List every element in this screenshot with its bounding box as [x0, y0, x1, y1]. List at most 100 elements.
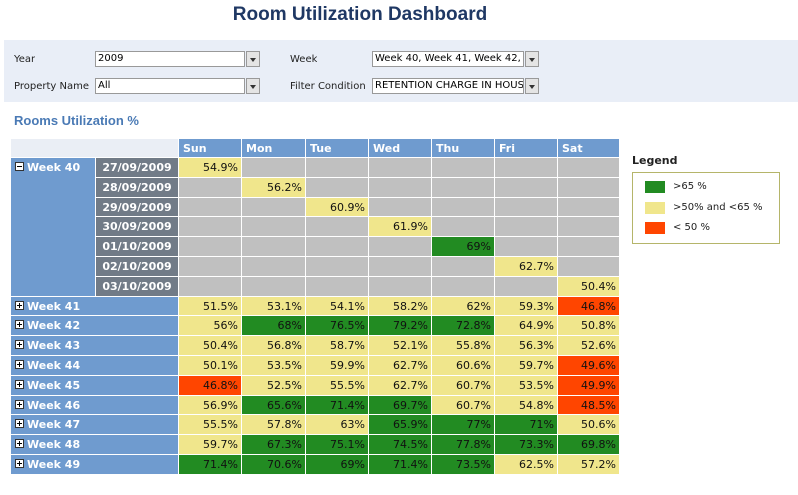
value-cell: 73.5% — [432, 455, 495, 475]
empty-cell — [179, 257, 242, 277]
title: Room Utilization Dashboard — [232, 4, 488, 25]
empty-cell — [242, 276, 306, 297]
legend-label: >65 % — [673, 181, 707, 192]
empty-cell — [495, 217, 558, 238]
value-cell: 62.5% — [495, 455, 558, 475]
filter-label: Filter Condition — [290, 81, 366, 92]
expand-icon[interactable] — [15, 320, 24, 330]
value-cell: 50.4% — [558, 276, 620, 297]
expand-icon[interactable] — [15, 459, 24, 468]
collapse-icon[interactable] — [15, 162, 24, 171]
value-cell: 52.5% — [242, 375, 306, 396]
expand-icon[interactable] — [15, 340, 24, 350]
expand-icon[interactable] — [15, 419, 24, 429]
value-cell: 55.5% — [306, 375, 369, 396]
empty-cell — [242, 217, 306, 238]
empty-cell — [495, 158, 558, 178]
date-cell: 02/10/2009 — [96, 257, 179, 277]
value-cell: 56% — [179, 316, 242, 337]
value-cell: 51.5% — [179, 296, 242, 317]
date-cell: 27/09/2009 — [96, 158, 179, 178]
dropdown-arrow — [250, 58, 256, 62]
value-cell: 57.2% — [558, 455, 620, 475]
value-cell: 58.2% — [369, 296, 432, 317]
empty-cell — [369, 257, 432, 277]
empty-cell — [432, 276, 495, 297]
empty-cell — [558, 197, 620, 218]
value-cell: 59.7% — [179, 435, 242, 455]
value-cell: 56.3% — [495, 336, 558, 356]
value-cell: 73.3% — [495, 435, 558, 455]
week-cell: Week 40 — [11, 158, 96, 297]
week-cell: Week 49 — [11, 455, 179, 475]
value-cell: 60.7% — [432, 395, 495, 416]
value-cell: 46.8% — [558, 296, 620, 317]
legend-swatch — [645, 181, 665, 193]
week-cell: Week 43 — [11, 336, 179, 356]
expand-icon[interactable] — [15, 379, 24, 389]
empty-cell — [179, 197, 242, 218]
value-cell: 59.3% — [495, 296, 558, 317]
value-cell: 56.8% — [242, 336, 306, 356]
expand-icon[interactable] — [15, 300, 24, 310]
value-cell: 63% — [306, 415, 369, 436]
empty-cell — [432, 197, 495, 218]
value-cell: 69% — [432, 237, 495, 257]
value-cell: 65.9% — [369, 415, 432, 436]
value-cell: 61.9% — [369, 217, 432, 238]
value-cell: 57.8% — [242, 415, 306, 436]
week-text: Week 46 — [27, 398, 81, 412]
dropdown-button[interactable] — [246, 51, 260, 67]
expand-icon[interactable] — [15, 399, 24, 409]
dropdown-button[interactable] — [525, 51, 539, 67]
week-text: Week 49 — [27, 458, 81, 471]
empty-cell — [558, 177, 620, 198]
expand-icon[interactable] — [15, 439, 24, 449]
value-cell: 50.1% — [179, 356, 242, 376]
date-cell: 30/09/2009 — [96, 217, 179, 238]
value-cell: 69% — [306, 455, 369, 475]
legend-swatch — [645, 201, 665, 214]
empty-cell — [306, 158, 369, 178]
value-cell: 53.1% — [242, 296, 306, 317]
dropdown-button[interactable] — [525, 78, 539, 94]
filter-input[interactable]: RETENTION CHARGE IN HOUSE — [372, 78, 524, 94]
empty-cell — [179, 237, 242, 257]
value-cell: 56.9% — [179, 395, 242, 416]
empty-cell — [306, 276, 369, 297]
week-cell: Week 41 — [11, 296, 179, 317]
filter-input[interactable]: Week 40, Week 41, Week 42, W — [372, 51, 524, 67]
value-cell: 79.2% — [369, 316, 432, 337]
section-title: Rooms Utilization % — [14, 113, 139, 128]
value-cell: 74.5% — [369, 435, 432, 455]
value-cell: 50.8% — [558, 316, 620, 337]
value-cell: 60.9% — [306, 197, 369, 218]
week-cell: Week 45 — [11, 375, 179, 396]
filter-label: Week — [290, 54, 318, 65]
empty-cell — [242, 237, 306, 257]
empty-cell — [306, 217, 369, 238]
value-cell: 54.9% — [179, 158, 242, 178]
expand-icon[interactable] — [15, 360, 24, 369]
value-cell: 62% — [432, 296, 495, 317]
week-cell: Week 47 — [11, 415, 179, 436]
value-cell: 69.7% — [369, 395, 432, 416]
value-cell: 77% — [432, 415, 495, 436]
value-cell: 49.9% — [558, 375, 620, 396]
dropdown-button[interactable] — [246, 78, 260, 94]
value-cell: 46.8% — [179, 375, 242, 396]
week-text: Week 47 — [27, 418, 81, 432]
filter-input[interactable]: 2009 — [95, 51, 245, 67]
empty-cell — [432, 177, 495, 198]
empty-cell — [558, 217, 620, 238]
filter-input[interactable]: All — [95, 78, 245, 94]
filter-label: Property Name — [14, 81, 89, 92]
dropdown-arrow — [529, 85, 535, 89]
week-text: Week 43 — [27, 339, 81, 353]
empty-cell — [432, 158, 495, 178]
value-cell: 59.7% — [495, 356, 558, 376]
week-cell: Week 44 — [11, 356, 179, 376]
empty-cell — [369, 276, 432, 297]
empty-cell — [179, 217, 242, 238]
value-cell: 54.8% — [495, 395, 558, 416]
